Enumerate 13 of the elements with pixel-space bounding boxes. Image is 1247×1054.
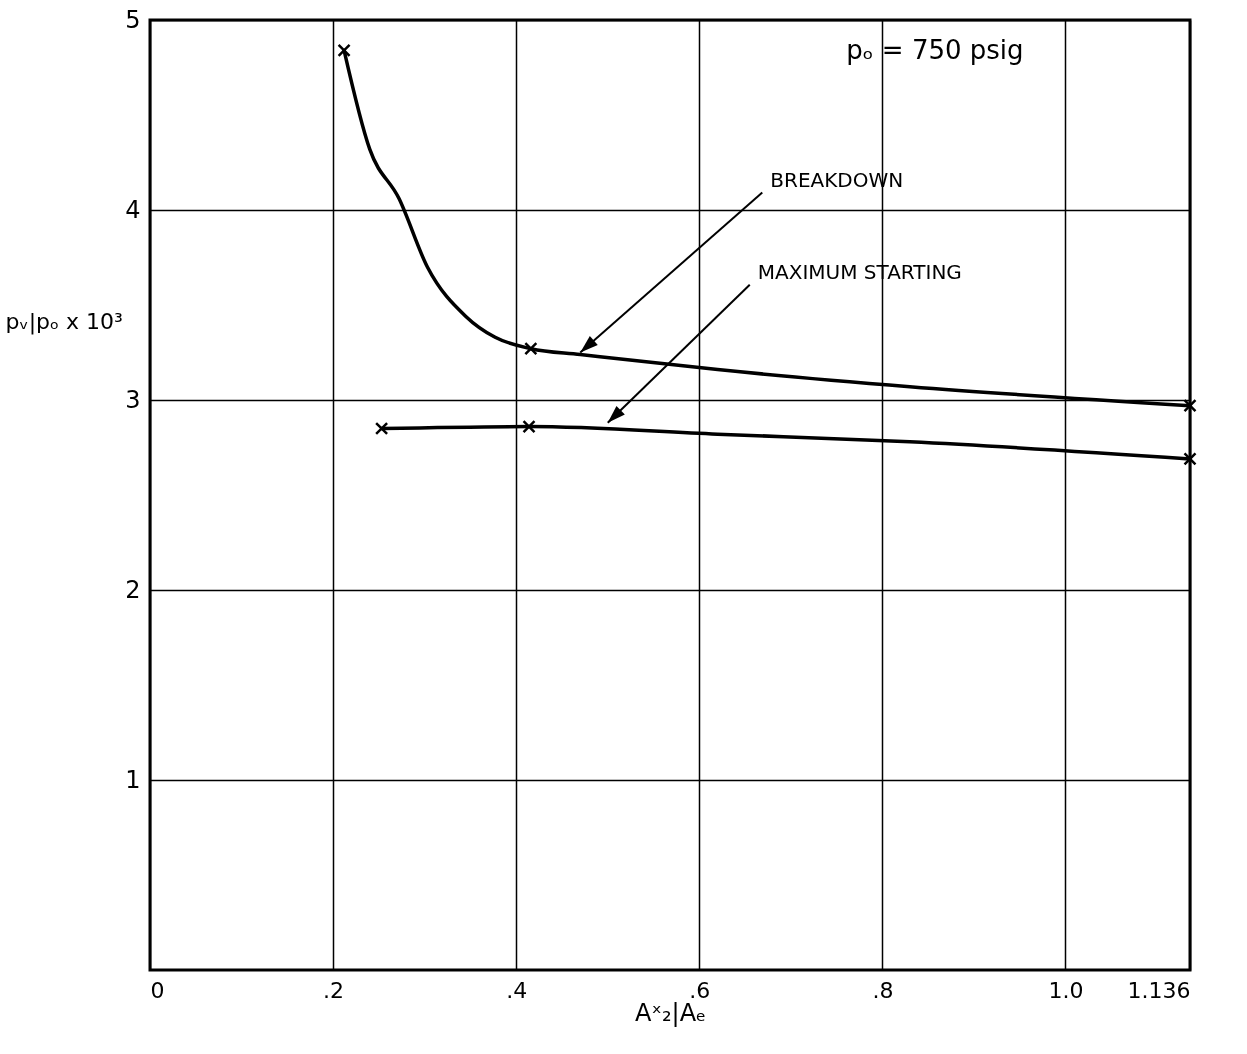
- x-tick-label: 0: [150, 977, 165, 1003]
- annotation: pₒ = 750 psig: [846, 35, 1024, 65]
- x-tick-label: .4: [506, 977, 528, 1003]
- y-tick-label: 2: [125, 575, 141, 604]
- x-tick-label: 1.136: [1127, 977, 1191, 1003]
- y-tick-label: 5: [125, 5, 141, 34]
- y-axis-title: pᵥ|pₒ x 10³: [5, 309, 123, 335]
- x-tick-label: 1.0: [1048, 977, 1084, 1003]
- y-tick-label: 3: [125, 385, 141, 414]
- y-tick-label: 4: [125, 195, 141, 224]
- y-tick-label: 1: [125, 765, 141, 794]
- x-tick-label: .8: [872, 977, 894, 1003]
- x-tick-label: .2: [323, 977, 345, 1003]
